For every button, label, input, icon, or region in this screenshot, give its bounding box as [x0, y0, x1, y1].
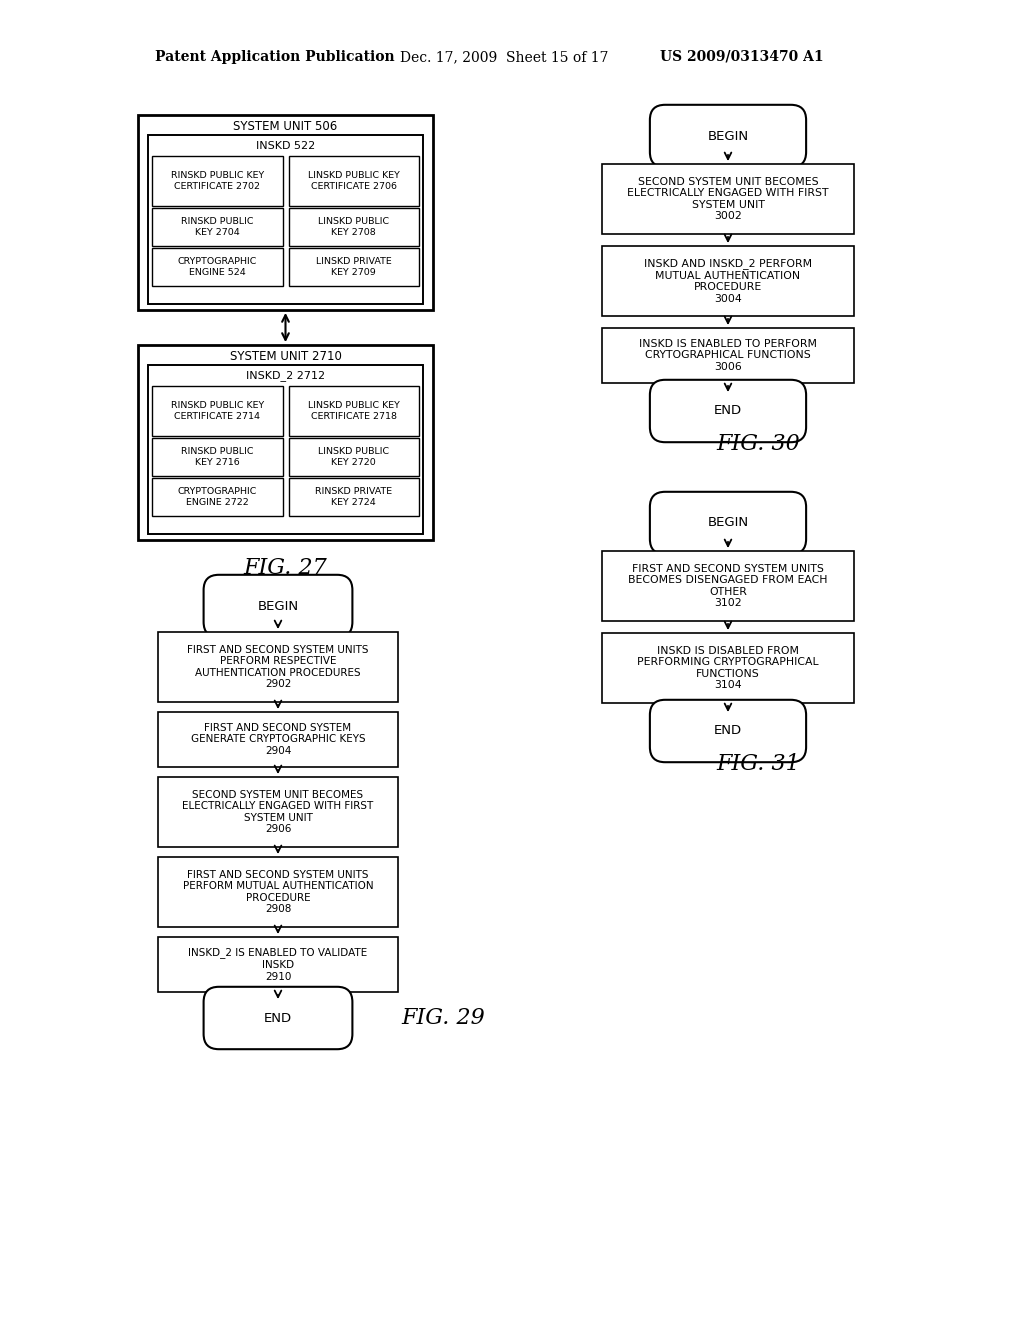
Bar — [152, 248, 283, 286]
Text: END: END — [714, 725, 742, 738]
Bar — [289, 438, 419, 477]
Text: FIRST AND SECOND SYSTEM UNITS
PERFORM MUTUAL AUTHENTICATION
PROCEDURE
2908: FIRST AND SECOND SYSTEM UNITS PERFORM MU… — [182, 870, 374, 915]
Bar — [138, 115, 433, 310]
Bar — [152, 209, 283, 246]
Bar — [152, 156, 283, 206]
Bar — [158, 777, 398, 847]
Text: Dec. 17, 2009  Sheet 15 of 17: Dec. 17, 2009 Sheet 15 of 17 — [400, 50, 608, 63]
Bar — [289, 248, 419, 286]
FancyBboxPatch shape — [204, 987, 352, 1049]
Text: SECOND SYSTEM UNIT BECOMES
ELECTRICALLY ENGAGED WITH FIRST
SYSTEM UNIT
2906: SECOND SYSTEM UNIT BECOMES ELECTRICALLY … — [182, 789, 374, 834]
Bar — [289, 385, 419, 436]
Text: CRYPTOGRAPHIC
ENGINE 2722: CRYPTOGRAPHIC ENGINE 2722 — [177, 487, 257, 507]
Text: RINSKD PUBLIC
KEY 2716: RINSKD PUBLIC KEY 2716 — [181, 447, 254, 467]
Text: INSKD AND INSKD_2 PERFORM
MUTUAL AUTHENTICATION
PROCEDURE
3004: INSKD AND INSKD_2 PERFORM MUTUAL AUTHENT… — [644, 259, 812, 304]
Text: INSKD IS DISABLED FROM
PERFORMING CRYPTOGRAPHICAL
FUNCTIONS
3104: INSKD IS DISABLED FROM PERFORMING CRYPTO… — [637, 645, 819, 690]
Text: END: END — [714, 404, 742, 417]
Text: LINSKD PUBLIC KEY
CERTIFICATE 2718: LINSKD PUBLIC KEY CERTIFICATE 2718 — [308, 401, 399, 421]
Text: LINSKD PUBLIC
KEY 2708: LINSKD PUBLIC KEY 2708 — [318, 218, 389, 236]
Text: FIRST AND SECOND SYSTEM UNITS
PERFORM RESPECTIVE
AUTHENTICATION PROCEDURES
2902: FIRST AND SECOND SYSTEM UNITS PERFORM RE… — [187, 644, 369, 689]
Bar — [289, 209, 419, 246]
Text: BEGIN: BEGIN — [708, 516, 749, 529]
Bar — [602, 246, 854, 315]
Text: RINSKD PUBLIC
KEY 2704: RINSKD PUBLIC KEY 2704 — [181, 218, 254, 236]
FancyBboxPatch shape — [650, 700, 806, 762]
Bar — [148, 135, 423, 304]
Text: LINSKD PUBLIC
KEY 2720: LINSKD PUBLIC KEY 2720 — [318, 447, 389, 467]
Text: RINSKD PUBLIC KEY
CERTIFICATE 2714: RINSKD PUBLIC KEY CERTIFICATE 2714 — [171, 401, 264, 421]
Bar — [152, 478, 283, 516]
Text: SECOND SYSTEM UNIT BECOMES
ELECTRICALLY ENGAGED WITH FIRST
SYSTEM UNIT
3002: SECOND SYSTEM UNIT BECOMES ELECTRICALLY … — [628, 177, 828, 222]
Text: INSKD IS ENABLED TO PERFORM
CRYTOGRAPHICAL FUNCTIONS
3006: INSKD IS ENABLED TO PERFORM CRYTOGRAPHIC… — [639, 339, 817, 372]
Text: FIRST AND SECOND SYSTEM UNITS
BECOMES DISENGAGED FROM EACH
OTHER
3102: FIRST AND SECOND SYSTEM UNITS BECOMES DI… — [629, 564, 827, 609]
Bar — [602, 164, 854, 234]
Text: FIG. 30: FIG. 30 — [716, 433, 800, 455]
Text: FIRST AND SECOND SYSTEM
GENERATE CRYPTOGRAPHIC KEYS
2904: FIRST AND SECOND SYSTEM GENERATE CRYPTOG… — [190, 723, 366, 756]
Text: INSKD_2 IS ENABLED TO VALIDATE
INSKD
2910: INSKD_2 IS ENABLED TO VALIDATE INSKD 291… — [188, 948, 368, 982]
Text: SYSTEM UNIT 2710: SYSTEM UNIT 2710 — [229, 350, 341, 363]
FancyBboxPatch shape — [650, 380, 806, 442]
Text: SYSTEM UNIT 506: SYSTEM UNIT 506 — [233, 120, 338, 132]
Bar — [158, 937, 398, 993]
Bar — [158, 632, 398, 702]
Bar — [138, 345, 433, 540]
Text: FIG. 29: FIG. 29 — [401, 1007, 485, 1030]
Bar — [602, 634, 854, 704]
Text: INSKD_2 2712: INSKD_2 2712 — [246, 371, 325, 381]
Bar — [158, 857, 398, 927]
Text: RINSKD PUBLIC KEY
CERTIFICATE 2702: RINSKD PUBLIC KEY CERTIFICATE 2702 — [171, 172, 264, 190]
Text: FIG. 31: FIG. 31 — [716, 752, 800, 775]
Bar — [152, 385, 283, 436]
FancyBboxPatch shape — [650, 492, 806, 554]
Text: BEGIN: BEGIN — [708, 129, 749, 143]
FancyBboxPatch shape — [204, 574, 352, 638]
Text: LINSKD PRIVATE
KEY 2709: LINSKD PRIVATE KEY 2709 — [315, 257, 391, 277]
Bar — [152, 438, 283, 477]
Bar — [602, 550, 854, 620]
Text: LINSKD PUBLIC KEY
CERTIFICATE 2706: LINSKD PUBLIC KEY CERTIFICATE 2706 — [308, 172, 399, 190]
Text: CRYPTOGRAPHIC
ENGINE 524: CRYPTOGRAPHIC ENGINE 524 — [177, 257, 257, 277]
Bar — [158, 711, 398, 767]
Text: FIG. 27: FIG. 27 — [244, 557, 328, 579]
Text: RINSKD PRIVATE
KEY 2724: RINSKD PRIVATE KEY 2724 — [315, 487, 392, 507]
Text: END: END — [264, 1011, 292, 1024]
Bar — [289, 156, 419, 206]
Bar — [289, 478, 419, 516]
Bar — [602, 327, 854, 383]
Text: Patent Application Publication: Patent Application Publication — [155, 50, 394, 63]
FancyBboxPatch shape — [650, 104, 806, 168]
Text: US 2009/0313470 A1: US 2009/0313470 A1 — [660, 50, 823, 63]
Bar — [148, 366, 423, 535]
Text: BEGIN: BEGIN — [257, 599, 299, 612]
Text: INSKD 522: INSKD 522 — [256, 141, 315, 150]
